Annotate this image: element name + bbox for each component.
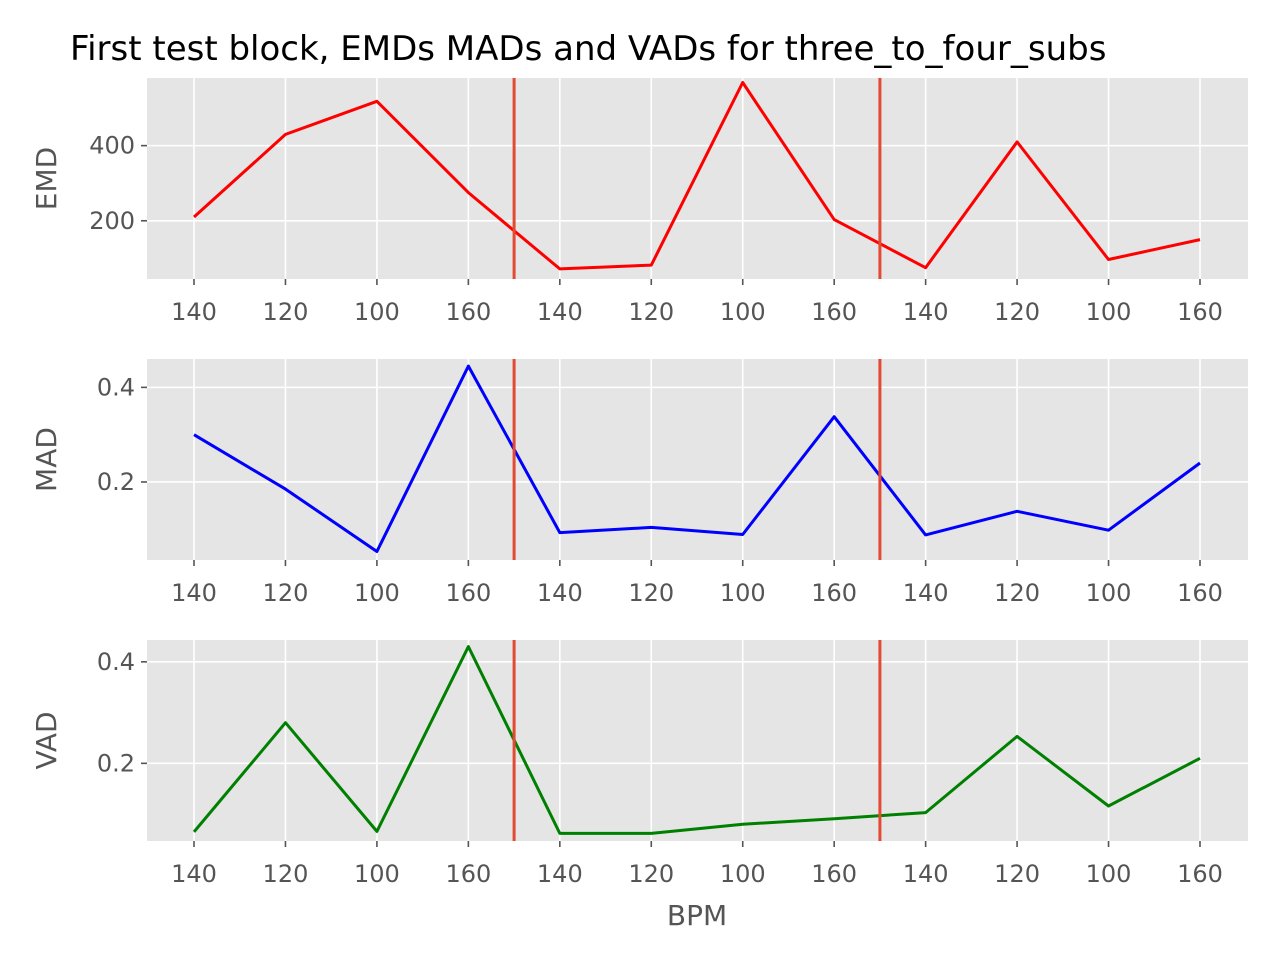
panel-vad: 140 120 100 160 140 120 100 160 140 120 100 160 0.2 0… <box>30 640 1248 888</box>
y-tick-label: 400 <box>89 132 135 160</box>
x-axis-label: BPM <box>667 899 727 932</box>
x-tick-label: 160 <box>1177 860 1223 888</box>
series-line-mad <box>193 364 1201 553</box>
x-tick-label: 160 <box>445 579 491 607</box>
y-tick-label: 0.4 <box>97 648 135 676</box>
x-tick-label: 140 <box>903 298 949 326</box>
x-tick-label: 120 <box>263 298 309 326</box>
x-tick-label: 140 <box>171 860 217 888</box>
x-tick-label: 100 <box>354 298 400 326</box>
y-tick-label: 0.4 <box>97 373 135 401</box>
x-tick-label: 120 <box>994 579 1040 607</box>
x-tick-label: 100 <box>720 579 766 607</box>
y-axis-label: MAD <box>30 427 63 492</box>
x-tick-label: 140 <box>903 579 949 607</box>
plot-background <box>147 640 1248 841</box>
x-tick-label: 100 <box>1086 860 1132 888</box>
x-tick-label: 120 <box>628 860 674 888</box>
y-axis-label: VAD <box>30 711 63 769</box>
x-tick-label: 120 <box>628 298 674 326</box>
x-tick-label: 120 <box>994 860 1040 888</box>
plot-background <box>147 78 1248 279</box>
x-tick-label: 120 <box>994 298 1040 326</box>
x-tick-label: 160 <box>811 860 857 888</box>
panel-emd: 140 120 100 160 140 120 100 160 140 120 100 160 200 4… <box>30 78 1248 326</box>
x-tick-label: 160 <box>445 860 491 888</box>
panels: 140 120 100 160 140 120 100 160 140 120 100 160 200 4… <box>30 78 1248 888</box>
x-tick-label: 120 <box>263 860 309 888</box>
chart-title: First test block, EMDs MADs and VADs for… <box>70 29 1106 69</box>
x-tick-label: 140 <box>171 579 217 607</box>
x-tick-label: 120 <box>628 579 674 607</box>
y-tick-label: 0.2 <box>97 468 135 496</box>
x-tick-label: 100 <box>354 579 400 607</box>
x-tick-label: 100 <box>1086 298 1132 326</box>
x-tick-label: 140 <box>537 298 583 326</box>
x-tick-label: 100 <box>720 860 766 888</box>
x-tick-label: 120 <box>263 579 309 607</box>
x-tick-label: 140 <box>171 298 217 326</box>
x-tick-label: 160 <box>811 298 857 326</box>
x-tick-label: 100 <box>354 860 400 888</box>
y-tick-label: 0.2 <box>97 749 135 777</box>
x-tick-label: 160 <box>1177 298 1223 326</box>
x-tick-label: 100 <box>720 298 766 326</box>
x-tick-label: 100 <box>1086 579 1132 607</box>
y-tick-label: 200 <box>89 207 135 235</box>
y-axis-label: EMD <box>30 147 63 210</box>
x-tick-label: 160 <box>445 298 491 326</box>
x-tick-label: 140 <box>537 860 583 888</box>
x-tick-label: 140 <box>537 579 583 607</box>
series-line-emd <box>192 81 1201 271</box>
plot-background <box>147 359 1248 560</box>
x-tick-label: 160 <box>811 579 857 607</box>
x-tick-label: 140 <box>903 860 949 888</box>
x-tick-label: 160 <box>1177 579 1223 607</box>
series-line-vad <box>192 645 1201 835</box>
panel-mad: 140 120 100 160 140 120 100 160 140 120 100 160 0.2 0… <box>30 359 1248 607</box>
